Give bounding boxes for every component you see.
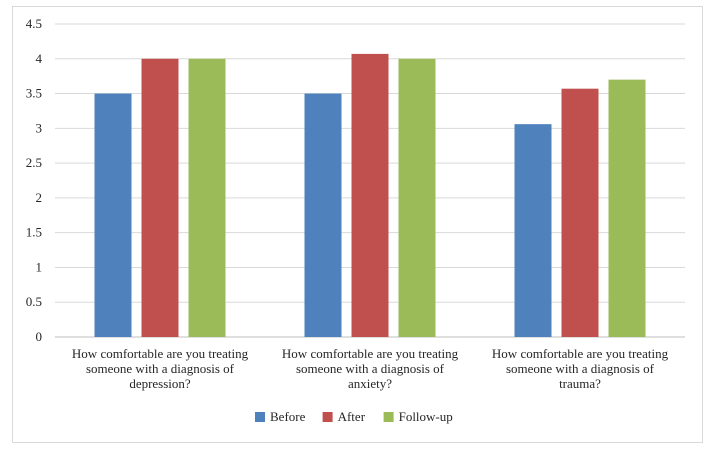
category-label-line: someone with a diagnosis of <box>296 361 445 376</box>
bar-before <box>94 93 132 337</box>
y-tick-label: 1.5 <box>26 225 42 240</box>
category-label-line: How comfortable are you treating <box>282 346 459 361</box>
bar-after <box>141 58 179 338</box>
y-tick-label: 1 <box>36 259 43 274</box>
y-tick-label: 3.5 <box>26 86 42 101</box>
category-label: How comfortable are you treating someone … <box>282 346 459 391</box>
category-label-line: anxiety? <box>348 376 392 391</box>
category-label-line: trauma? <box>559 376 601 391</box>
category-label-line: depression? <box>129 376 191 391</box>
category-label: How comfortable are you treating someone … <box>72 346 249 391</box>
legend-label: Before <box>270 409 306 424</box>
y-tick-label: 0 <box>36 329 43 344</box>
bar-after <box>561 88 599 337</box>
category-label-line: How comfortable are you treating <box>72 346 249 361</box>
y-tick-label: 4 <box>36 51 43 66</box>
bar-follow-up <box>608 79 646 338</box>
legend-swatch <box>322 412 333 422</box>
bar-follow-up <box>398 58 436 338</box>
y-tick-label: 4.5 <box>26 16 42 31</box>
y-tick-label: 0.5 <box>26 294 42 309</box>
bar-follow-up <box>188 58 226 338</box>
legend-swatch <box>255 412 265 422</box>
bar-after <box>351 53 389 338</box>
category-label-line: someone with a diagnosis of <box>86 361 235 376</box>
category-label-line: someone with a diagnosis of <box>506 361 655 376</box>
legend-label: Follow-up <box>399 409 453 424</box>
legend-label: After <box>338 409 366 424</box>
bar-before <box>304 93 342 337</box>
bar-before <box>514 124 552 337</box>
y-tick-label: 3 <box>36 120 43 135</box>
legend-swatch <box>383 412 394 422</box>
category-label: How comfortable are you treating someone … <box>492 346 669 391</box>
y-tick-label: 2 <box>36 190 43 205</box>
y-tick-label: 2.5 <box>26 155 42 170</box>
category-label-line: How comfortable are you treating <box>492 346 669 361</box>
